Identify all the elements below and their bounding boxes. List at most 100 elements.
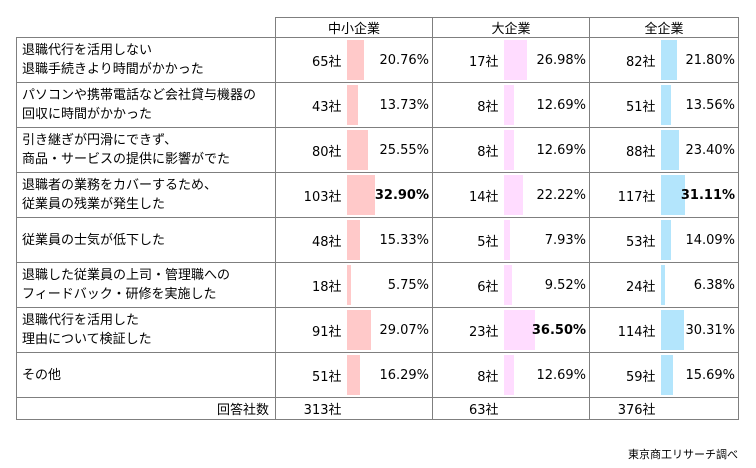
count-cell: 91社 bbox=[275, 307, 347, 353]
bar-fill bbox=[503, 175, 523, 215]
row-label: 退職代行を活用した 理由について検証した bbox=[16, 307, 276, 353]
percent-label: 7.93% bbox=[544, 232, 587, 248]
bar-fill bbox=[503, 40, 527, 80]
row-label: 退職者の業務をカバーするため、 従業員の残業が発生した bbox=[16, 172, 276, 218]
bar-fill bbox=[503, 355, 515, 395]
count-cell: 8社 bbox=[432, 127, 504, 173]
bar-fill bbox=[346, 310, 372, 350]
bar-cell: 20.76% bbox=[346, 37, 434, 83]
count-cell: 6社 bbox=[432, 262, 504, 308]
percent-label: 22.22% bbox=[536, 187, 587, 203]
bar-fill bbox=[503, 220, 511, 260]
count-cell: 43社 bbox=[275, 82, 347, 128]
count-cell: 23社 bbox=[432, 307, 504, 353]
row-label-line: 理由について検証した bbox=[22, 332, 152, 347]
bar-fill bbox=[660, 220, 672, 260]
percent-label: 26.98% bbox=[536, 52, 587, 68]
row-label: 退職した従業員の上司・管理職への フィードバック・研修を実施した bbox=[16, 262, 276, 308]
bar-cell: 23.40% bbox=[660, 127, 740, 173]
group-header: 全企業 bbox=[589, 17, 740, 38]
bar-cell: 25.55% bbox=[346, 127, 434, 173]
bar-cell: 21.80% bbox=[660, 37, 740, 83]
percent-label: 12.69% bbox=[536, 142, 587, 158]
table-row: その他 51社 16.29% 8社 12.69% 59社 15.69% bbox=[16, 352, 740, 398]
row-label-line: フィードバック・研修を実施した bbox=[22, 287, 217, 302]
total-count: 313社 bbox=[275, 397, 347, 420]
bar-fill bbox=[503, 265, 512, 305]
percent-label: 13.73% bbox=[379, 97, 430, 113]
percent-label: 12.69% bbox=[536, 97, 587, 113]
table-row: 退職代行を活用しない 退職手続きより時間がかかった 65社 20.76% 17社 26.9… bbox=[16, 37, 740, 83]
table-row: 従業員の士気が低下した 48社 15.33% 5社 7.93% 53社 14.09% bbox=[16, 217, 740, 263]
count-cell: 48社 bbox=[275, 217, 347, 263]
percent-label: 15.33% bbox=[379, 232, 430, 248]
bar-cell: 12.69% bbox=[503, 82, 591, 128]
row-label-line: 退職代行を活用した bbox=[22, 313, 140, 328]
source-note: 東京商工リサーチ調べ bbox=[628, 448, 738, 461]
total-count: 376社 bbox=[589, 397, 661, 420]
bar-fill bbox=[660, 310, 685, 350]
percent-label: 16.29% bbox=[379, 367, 430, 383]
percent-label: 23.40% bbox=[685, 142, 736, 158]
bar-cell: 36.50% bbox=[503, 307, 591, 353]
bar-cell: 30.31% bbox=[660, 307, 740, 353]
percent-label: 6.38% bbox=[693, 277, 736, 293]
bar-fill bbox=[346, 355, 361, 395]
row-label-line: 商品・サービスの提供に影響がでた bbox=[22, 152, 231, 167]
bar-cell: 6.38% bbox=[660, 262, 740, 308]
bar-fill bbox=[346, 85, 359, 125]
percent-label: 25.55% bbox=[379, 142, 430, 158]
bar-cell: 5.75% bbox=[346, 262, 434, 308]
total-label: 回答社数 bbox=[16, 397, 276, 420]
row-label-line: 従業員の残業が発生した bbox=[22, 197, 166, 212]
count-cell: 24社 bbox=[589, 262, 661, 308]
total-row: 回答社数 313社 63社 376社 bbox=[16, 397, 740, 420]
row-label-line: 退職した従業員の上司・管理職への bbox=[22, 268, 231, 283]
bar-fill bbox=[346, 265, 352, 305]
count-cell: 82社 bbox=[589, 37, 661, 83]
bar-cell: 32.90% bbox=[346, 172, 434, 218]
percent-label: 21.80% bbox=[685, 52, 736, 68]
count-cell: 103社 bbox=[275, 172, 347, 218]
percent-label: 14.09% bbox=[685, 232, 736, 248]
row-label-line: パソコンや携帯電話など会社貸与機器の bbox=[22, 88, 257, 103]
bar-fill bbox=[660, 355, 673, 395]
bar-fill bbox=[660, 175, 685, 215]
bar-fill bbox=[660, 40, 678, 80]
count-cell: 80社 bbox=[275, 127, 347, 173]
row-label-line: 回収に時間がかかった bbox=[22, 107, 153, 122]
group-header: 中小企業 bbox=[274, 17, 434, 38]
bar-cell: 15.69% bbox=[660, 352, 740, 398]
count-cell: 59社 bbox=[589, 352, 661, 398]
percent-label: 31.11% bbox=[680, 187, 736, 203]
percent-label: 5.75% bbox=[387, 277, 430, 293]
row-label-line: その他 bbox=[22, 367, 62, 383]
bar-fill bbox=[660, 130, 679, 170]
bar-cell: 13.56% bbox=[660, 82, 740, 128]
percent-label: 15.69% bbox=[685, 367, 736, 383]
bar-fill bbox=[503, 85, 515, 125]
count-cell: 8社 bbox=[432, 352, 504, 398]
bar-cell: 12.69% bbox=[503, 352, 591, 398]
percent-label: 13.56% bbox=[685, 97, 736, 113]
count-cell: 117社 bbox=[589, 172, 661, 218]
count-cell: 65社 bbox=[275, 37, 347, 83]
count-cell: 14社 bbox=[432, 172, 504, 218]
results-table: 中小企業 大企業 全企業 退職代行を活用しない 退職手続きより時間がかかった 65社… bbox=[16, 17, 740, 420]
percent-label: 12.69% bbox=[536, 367, 587, 383]
bar-cell: 15.33% bbox=[346, 217, 434, 263]
bar-cell: 12.69% bbox=[503, 127, 591, 173]
table-row: 退職代行を活用した 理由について検証した 91社 29.07% 23社 36.50% 114… bbox=[16, 307, 740, 353]
total-empty bbox=[346, 397, 434, 420]
percent-label: 20.76% bbox=[379, 52, 430, 68]
bar-cell: 16.29% bbox=[346, 352, 434, 398]
bar-cell: 26.98% bbox=[503, 37, 591, 83]
group-header: 大企業 bbox=[432, 17, 591, 38]
count-cell: 88社 bbox=[589, 127, 661, 173]
bar-fill bbox=[660, 265, 666, 305]
bar-cell: 7.93% bbox=[503, 217, 591, 263]
row-label-line: 従業員の士気が低下した bbox=[22, 232, 166, 248]
bar-cell: 22.22% bbox=[503, 172, 591, 218]
row-label: 引き継ぎが円滑にできず、 商品・サービスの提供に影響がでた bbox=[16, 127, 276, 173]
count-cell: 51社 bbox=[275, 352, 347, 398]
